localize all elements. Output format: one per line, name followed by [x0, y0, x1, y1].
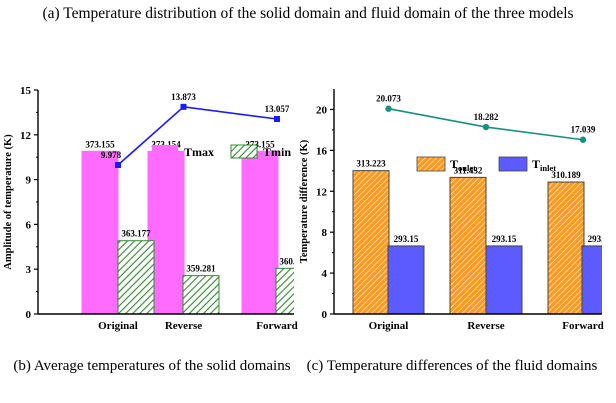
chart-b-x-tick-label-2: Forward [256, 320, 298, 332]
chart-b-bar-tmax-forward [241, 150, 279, 314]
chart-b-line-point-1 [180, 103, 187, 110]
chart-b-y-tick-label-3: 9 [26, 175, 32, 187]
chart-b-x-tick-label-0: Original [98, 320, 138, 332]
chart-b-line-point-2 [274, 116, 280, 123]
chart-b-bar-label-1-1: 359.281 [186, 264, 216, 274]
chart-b-legend-swatch-1 [230, 144, 258, 159]
chart-b-y-tick-label-2: 6 [26, 219, 32, 231]
page-title: (a) Temperature distribution of the soli… [0, 4, 616, 24]
chart-b-legend-label-1: Tmin [263, 145, 291, 159]
chart-b-y-tick-label-4: 12 [20, 130, 32, 142]
figure-title-text: (a) Temperature distribution of the soli… [42, 5, 574, 22]
chart-b-legend-swatch-0 [152, 145, 178, 158]
chart-b-legend: Tmax Tmin [152, 144, 291, 159]
chart-b-line-point-0 [115, 161, 121, 168]
chart-b-bar-label-0-0: 373.155 [85, 139, 115, 149]
chart-b-y-tick-label-0: 0 [26, 309, 32, 321]
chart-b-bar-tmin-reverse [182, 275, 220, 314]
chart-b-bar-label-0-1: 373.154 [151, 139, 181, 149]
chart-b-bars [81, 150, 294, 314]
chart-b-y-axis-label: Amplitude of temperature (K) [3, 134, 14, 270]
chart-b-x-tick-label-1: Reverse [165, 320, 202, 332]
chart-b-bar-tmin-original [117, 240, 155, 314]
chart-b-bar-label-0-2: 373.155 [245, 139, 275, 149]
caption-c: (c) Temperature differences of the fluid… [306, 358, 598, 374]
chart-b-bar-tmin-forward [275, 267, 294, 314]
chart-b-line-label-2: 13.057 [265, 104, 290, 114]
chart-b-line-label-1: 13.873 [171, 92, 196, 102]
chart-b-bar-tmax-original [81, 150, 119, 314]
chart-b-bar-labels: 373.155 373.154 373.155 363.177 359.281 360.0… [85, 139, 309, 274]
chart-b-y-tick-label-5: 15 [20, 85, 32, 97]
chart-b-line-label-0: 9.978 [101, 150, 122, 160]
chart-b-legend-label-0: Tmax [184, 145, 214, 159]
chart-b-bar-label-1-0: 363.177 [121, 229, 151, 239]
caption-b: (b) Average temperatures of the solid do… [13, 358, 291, 374]
chart-b-bar-label-1-2: 360.098 [279, 256, 309, 266]
chart-b-y-tick-label-1: 3 [26, 264, 32, 276]
